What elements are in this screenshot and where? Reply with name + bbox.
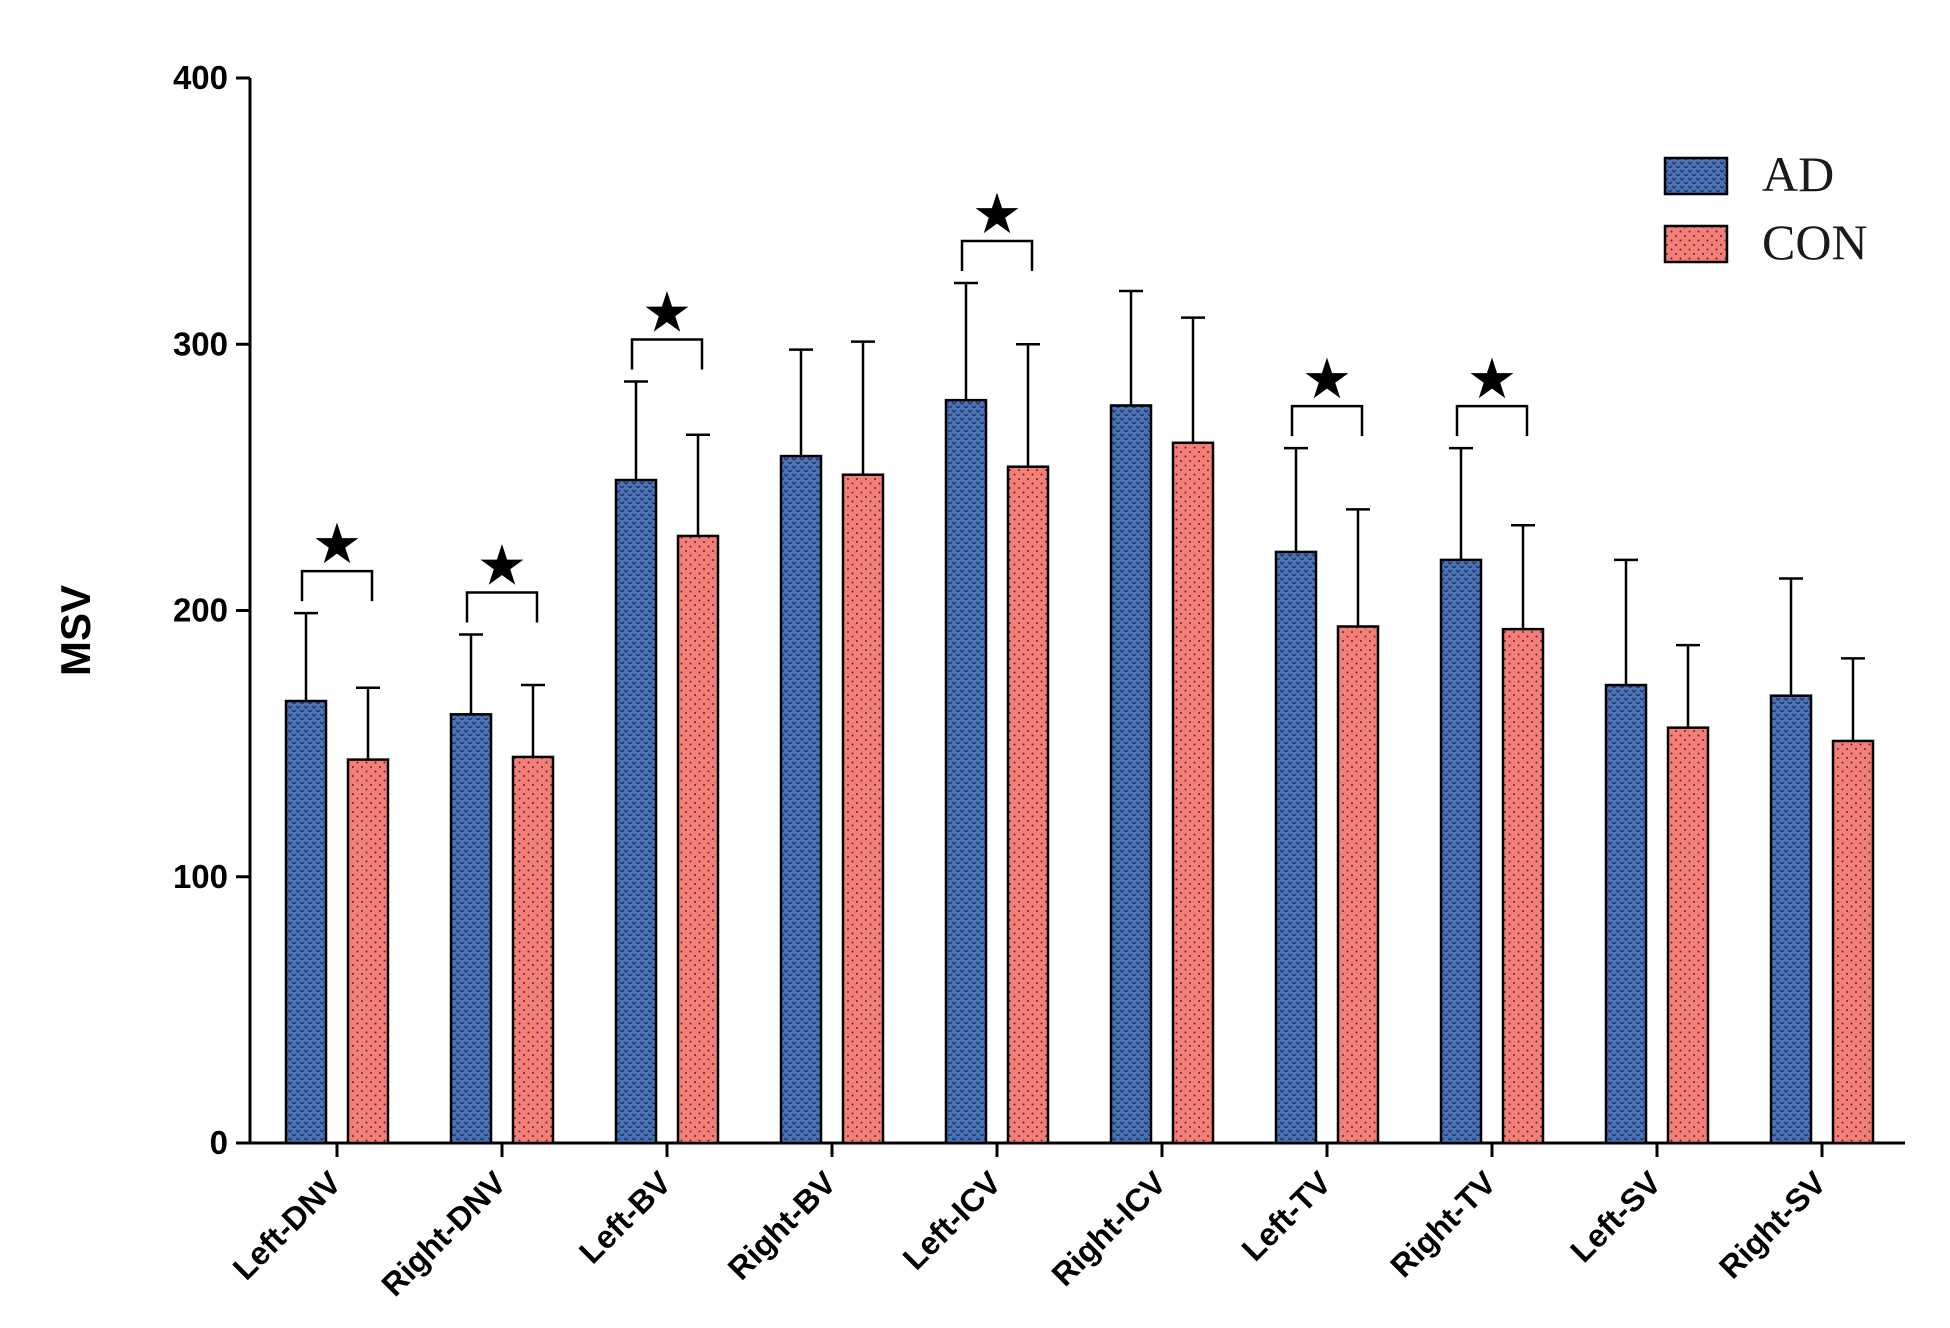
significance-star: ★ — [972, 182, 1022, 247]
y-tick-label: 300 — [173, 325, 228, 362]
significance-star: ★ — [1467, 347, 1517, 412]
significance-star: ★ — [312, 512, 362, 577]
legend-swatch-ad — [1663, 156, 1729, 196]
bar-ad — [1604, 683, 1648, 1145]
x-tick-label: Right-BV — [721, 1164, 844, 1287]
labels-group: Left-DNV Right-DNV Left-BV Right-BV Left-ICV… — [226, 1164, 1834, 1303]
x-tick-label: Right-DNV — [374, 1164, 513, 1303]
significance-group: ★ ★ ★ ★ ★ ★ — [300, 182, 1529, 623]
y-tick-label: 100 — [173, 858, 228, 895]
x-tick-label: Right-TV — [1383, 1164, 1503, 1284]
bar-con — [1831, 739, 1875, 1145]
y-tick-label: 200 — [173, 592, 228, 629]
y-tick-label: 0 — [210, 1124, 228, 1161]
bar-con — [1006, 465, 1050, 1145]
y-axis-title: MSV — [52, 585, 99, 676]
x-tick-label: Right-ICV — [1044, 1164, 1173, 1293]
bar-con — [1336, 625, 1380, 1145]
significance-bracket — [1455, 404, 1529, 437]
bar-ad — [1769, 694, 1813, 1145]
y-tick-label: 400 — [173, 59, 228, 96]
x-tick-label: Left-TV — [1235, 1164, 1339, 1268]
bar-con — [841, 473, 885, 1145]
bar-ad — [614, 478, 658, 1145]
error-bars-group — [294, 281, 1865, 760]
bar-ad — [1274, 550, 1318, 1145]
bar-con — [346, 758, 390, 1145]
significance-bracket — [960, 239, 1034, 272]
significance-star: ★ — [1302, 347, 1352, 412]
x-tick-label: Left-DNV — [226, 1164, 349, 1287]
bar-ad — [944, 398, 988, 1145]
bar-ad — [284, 699, 328, 1145]
x-tick-label: Left-BV — [572, 1164, 678, 1270]
legend: AD CON — [1663, 146, 1868, 270]
bar-con — [511, 755, 555, 1145]
significance-star: ★ — [642, 281, 692, 346]
x-tick-label: Left-SV — [1563, 1164, 1668, 1269]
bar-con — [1501, 627, 1545, 1145]
significance-bracket — [1290, 404, 1364, 437]
x-tick-label: Left-ICV — [896, 1164, 1009, 1277]
legend-label-con: CON — [1762, 214, 1868, 270]
bar-ad — [779, 454, 823, 1145]
bar-con — [676, 534, 720, 1145]
significance-bracket — [630, 338, 704, 370]
bar-ad — [1439, 558, 1483, 1145]
bar-con — [1171, 441, 1215, 1145]
bar-con — [1666, 726, 1710, 1145]
bar-ad — [1109, 404, 1153, 1145]
significance-star: ★ — [477, 533, 527, 598]
x-tick-label: Right-SV — [1712, 1164, 1833, 1285]
legend-swatch-con — [1663, 224, 1729, 264]
bars-group — [284, 398, 1875, 1145]
bar-ad — [449, 713, 493, 1145]
significance-bracket — [465, 591, 539, 623]
legend-label-ad: AD — [1762, 146, 1834, 202]
significance-bracket — [300, 569, 374, 602]
